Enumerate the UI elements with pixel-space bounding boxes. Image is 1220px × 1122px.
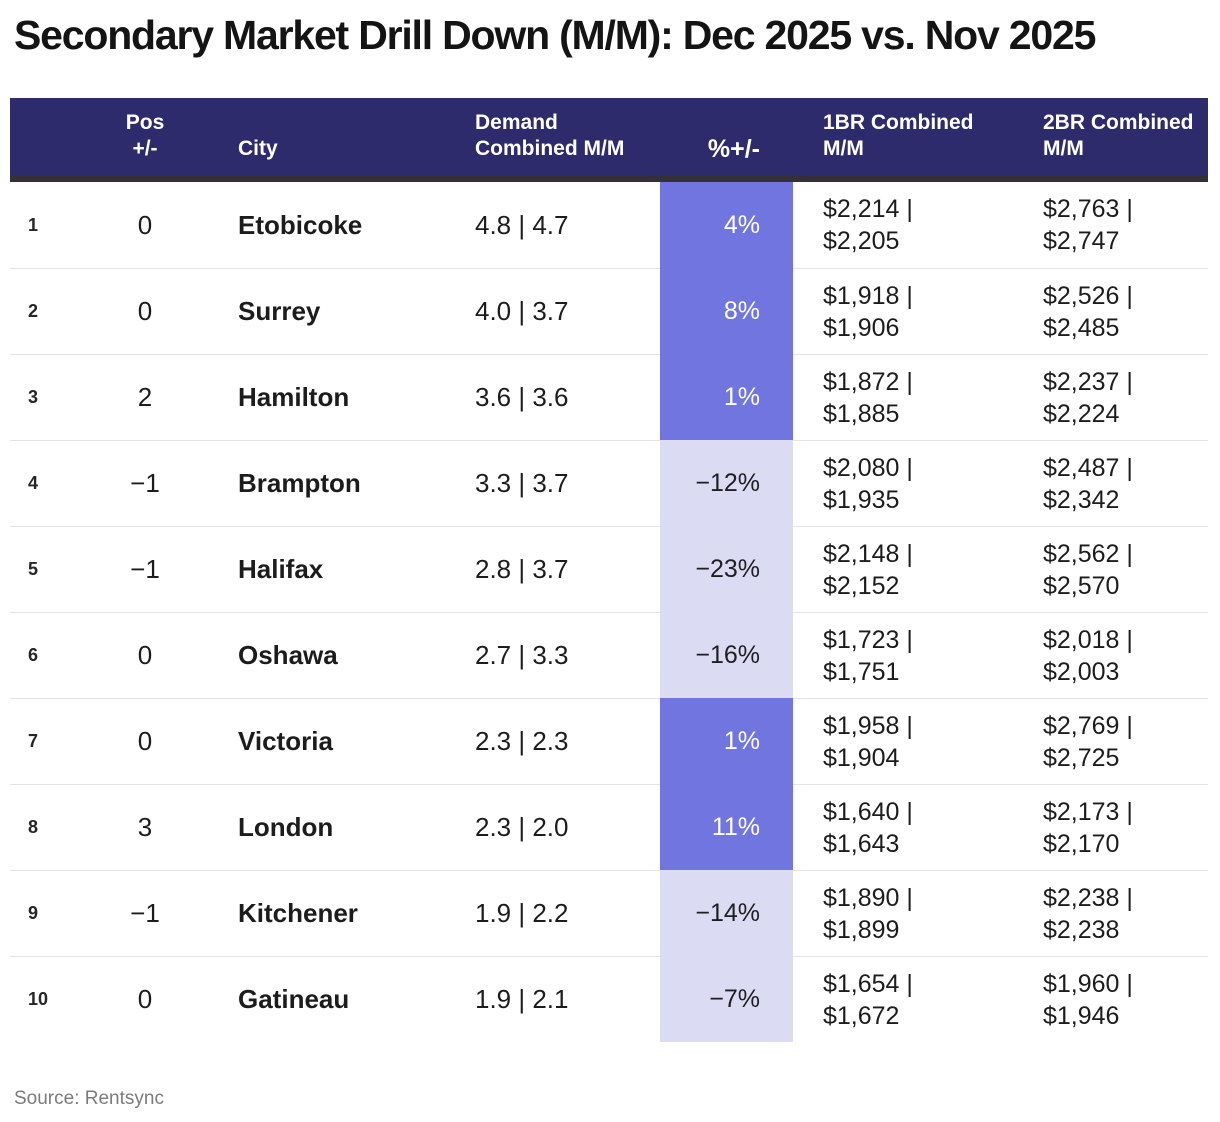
- one-br-combined-cell: $1,958 | $1,904: [793, 698, 1043, 784]
- rank-cell: 7: [10, 698, 90, 784]
- pos-change-cell: −1: [90, 526, 200, 612]
- one-br-combined-cell: $2,214 | $2,205: [823, 195, 913, 255]
- rank-cell: 1: [28, 214, 39, 235]
- table-header-row: Pos +/- City Demand Combined M/M %+/- 1B…: [10, 98, 1208, 182]
- rank-cell: 4: [10, 440, 90, 526]
- two-br-combined-cell: $2,238 | $2,238: [1043, 870, 1208, 956]
- pos-change-cell: −1: [90, 870, 200, 956]
- rank-cell: 5: [10, 526, 90, 612]
- table-row: 9 −1 Kitchener 1.9 | 2.2 −14% $1,890 | $…: [10, 870, 1208, 956]
- table-row: 4 −1 Brampton 3.3 | 3.7 −12% $2,080 | $1…: [10, 440, 1208, 526]
- rank-cell: 10: [10, 956, 90, 1042]
- pos-change-cell: 0: [90, 698, 200, 784]
- city-cell: Victoria: [200, 698, 463, 784]
- header-2br-combined: 2BR Combined M/M: [1043, 111, 1194, 160]
- pos-change-cell: 0: [90, 956, 200, 1042]
- one-br-combined-cell: $2,080 | $1,935: [793, 440, 1043, 526]
- one-br-combined-cell: $1,890 | $1,899: [793, 870, 1043, 956]
- pos-change-cell: 2: [90, 354, 200, 440]
- pos-change-cell: −1: [90, 440, 200, 526]
- rank-cell: 6: [10, 612, 90, 698]
- two-br-combined-cell: $2,237 | $2,224: [1043, 354, 1208, 440]
- demand-combined-cell: 2.7 | 3.3: [463, 612, 660, 698]
- rank-cell: 9: [10, 870, 90, 956]
- table-row: 2 0 Surrey 4.0 | 3.7 8% $1,918 | $1,906 …: [10, 268, 1208, 354]
- two-br-combined-cell: $2,769 | $2,725: [1043, 698, 1208, 784]
- city-cell: Hamilton: [200, 354, 463, 440]
- two-br-combined-cell: $2,526 | $2,485: [1043, 268, 1208, 354]
- table-row: 6 0 Oshawa 2.7 | 3.3 −16% $1,723 | $1,75…: [10, 612, 1208, 698]
- pct-change-cell: 1%: [660, 354, 793, 440]
- pct-change-cell: 8%: [660, 268, 793, 354]
- city-cell: Halifax: [200, 526, 463, 612]
- two-br-combined-cell: $2,173 | $2,170: [1043, 784, 1208, 870]
- header-pct-change: %+/-: [707, 135, 760, 163]
- table-row: 1 0 Etobicoke 4.8 | 4.7 4% $2,214 | $2,2…: [10, 182, 1208, 268]
- one-br-combined-cell: $2,148 | $2,152: [793, 526, 1043, 612]
- city-cell: Etobicoke: [238, 209, 363, 240]
- table-row: 8 3 London 2.3 | 2.0 11% $1,640 | $1,643…: [10, 784, 1208, 870]
- pos-change-cell: 0: [90, 612, 200, 698]
- pct-change-cell: −7%: [660, 956, 793, 1042]
- demand-combined-cell: 1.9 | 2.1: [463, 956, 660, 1042]
- header-city: City: [238, 137, 278, 160]
- table-row: 7 0 Victoria 2.3 | 2.3 1% $1,958 | $1,90…: [10, 698, 1208, 784]
- one-br-combined-cell: $1,723 | $1,751: [793, 612, 1043, 698]
- pct-change-cell: 1%: [660, 698, 793, 784]
- pct-change-cell: −14%: [660, 870, 793, 956]
- demand-combined-cell: 2.8 | 3.7: [463, 526, 660, 612]
- demand-combined-cell: 2.3 | 2.3: [463, 698, 660, 784]
- rank-cell: 2: [10, 268, 90, 354]
- two-br-combined-cell: $2,763 | $2,747: [1043, 195, 1133, 255]
- demand-combined-cell: 3.3 | 3.7: [463, 440, 660, 526]
- table-body: 1 0 Etobicoke 4.8 | 4.7 4% $2,214 | $2,2…: [10, 182, 1208, 1042]
- one-br-combined-cell: $1,654 | $1,672: [793, 956, 1043, 1042]
- rank-cell: 3: [10, 354, 90, 440]
- pos-change-cell: 0: [137, 209, 153, 240]
- demand-combined-cell: 2.3 | 2.0: [463, 784, 660, 870]
- rank-cell: 8: [10, 784, 90, 870]
- demand-combined-cell: 4.8 | 4.7: [475, 209, 569, 240]
- city-cell: Surrey: [200, 268, 463, 354]
- city-cell: Kitchener: [200, 870, 463, 956]
- table-row: 5 −1 Halifax 2.8 | 3.7 −23% $2,148 | $2,…: [10, 526, 1208, 612]
- one-br-combined-cell: $1,640 | $1,643: [793, 784, 1043, 870]
- city-cell: Gatineau: [200, 956, 463, 1042]
- two-br-combined-cell: $1,960 | $1,946: [1043, 956, 1208, 1042]
- two-br-combined-cell: $2,018 | $2,003: [1043, 612, 1208, 698]
- header-pos-change: Pos +/-: [125, 111, 165, 160]
- demand-combined-cell: 3.6 | 3.6: [463, 354, 660, 440]
- pos-change-cell: 3: [90, 784, 200, 870]
- pct-change-cell: −23%: [660, 526, 793, 612]
- demand-combined-cell: 4.0 | 3.7: [463, 268, 660, 354]
- city-cell: Oshawa: [200, 612, 463, 698]
- one-br-combined-cell: $1,918 | $1,906: [793, 268, 1043, 354]
- pct-change-cell: 11%: [660, 784, 793, 870]
- one-br-combined-cell: $1,872 | $1,885: [793, 354, 1043, 440]
- source-note: Source: Rentsync: [14, 1088, 164, 1109]
- pct-change-cell: −16%: [660, 612, 793, 698]
- pct-change-cell: −12%: [660, 440, 793, 526]
- header-1br-combined: 1BR Combined M/M: [823, 111, 974, 160]
- demand-combined-cell: 1.9 | 2.2: [463, 870, 660, 956]
- page-title: Secondary Market Drill Down (M/M): Dec 2…: [14, 12, 1096, 58]
- pct-change-cell: 4%: [660, 182, 793, 268]
- table-row: 10 0 Gatineau 1.9 | 2.1 −7% $1,654 | $1,…: [10, 956, 1208, 1042]
- header-demand-combined: Demand Combined M/M: [475, 111, 625, 160]
- secondary-market-table: Pos +/- City Demand Combined M/M %+/- 1B…: [10, 98, 1208, 1042]
- two-br-combined-cell: $2,562 | $2,570: [1043, 526, 1208, 612]
- pos-change-cell: 0: [90, 268, 200, 354]
- header-rank: [10, 98, 90, 176]
- table-row: 3 2 Hamilton 3.6 | 3.6 1% $1,872 | $1,88…: [10, 354, 1208, 440]
- city-cell: London: [200, 784, 463, 870]
- two-br-combined-cell: $2,487 | $2,342: [1043, 440, 1208, 526]
- city-cell: Brampton: [200, 440, 463, 526]
